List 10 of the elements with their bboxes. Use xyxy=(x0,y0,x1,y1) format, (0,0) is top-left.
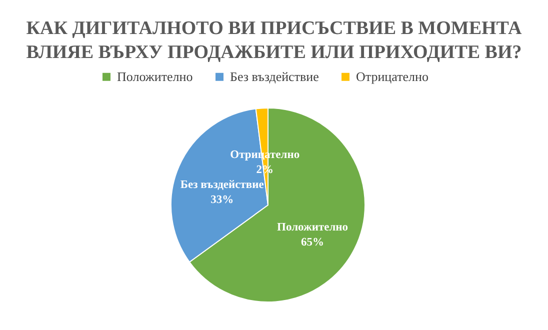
slice-label: Без въздействие xyxy=(180,179,264,192)
chart-title: КАК ДИГИТАЛНОТО ВИ ПРИСЪСТВИЕ В МОМЕНТА ВЛИЯЕ ВЪРХУ ПРОДАЖБИТЕ ИЛИ ПРИХОДИТЕ ВИ? xyxy=(26,18,522,63)
data-label: 65% xyxy=(301,236,324,249)
legend-label: Без въздействие xyxy=(230,68,320,84)
slice-label: Отрицателно xyxy=(230,149,300,162)
legend-label: Отрицателно xyxy=(356,68,428,84)
slice-label: Положително xyxy=(277,222,348,234)
legend-label: Положително xyxy=(117,68,193,84)
data-label: 33% xyxy=(210,194,234,206)
data-label: 2% xyxy=(256,164,274,176)
